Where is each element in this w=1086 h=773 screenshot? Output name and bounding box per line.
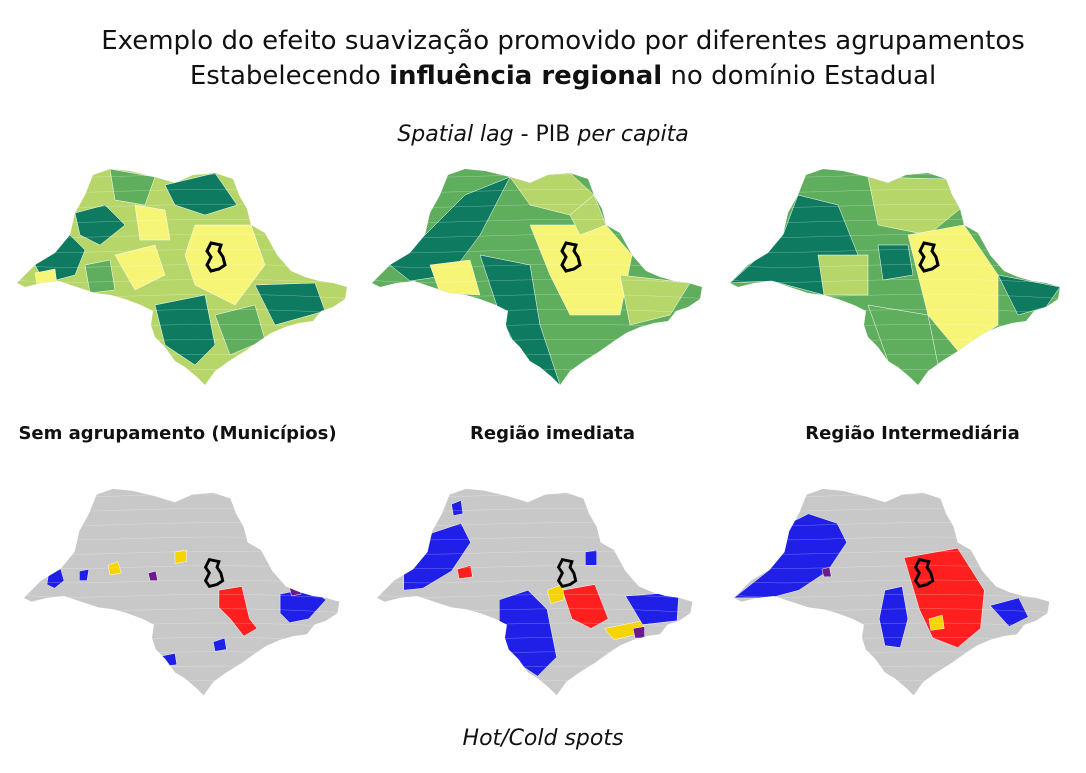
state-area bbox=[23, 488, 340, 696]
hot-spot bbox=[562, 584, 609, 629]
region bbox=[877, 244, 914, 281]
region bbox=[109, 169, 156, 206]
hot-spot bbox=[218, 586, 258, 637]
focus-region-outline bbox=[203, 558, 225, 589]
boundary-line bbox=[376, 594, 693, 600]
region bbox=[114, 244, 166, 291]
region-layer bbox=[730, 174, 1060, 385]
cold-spot bbox=[585, 549, 598, 566]
region bbox=[84, 259, 116, 294]
map-lag-regiao-imediata bbox=[372, 169, 702, 385]
focus-region-outline bbox=[560, 241, 582, 273]
map-hotspots-regiao-imediata bbox=[376, 488, 693, 696]
boundary-line bbox=[730, 279, 1060, 285]
boundary-line bbox=[23, 594, 340, 600]
boundary-line bbox=[372, 174, 702, 180]
map-lag-municipios bbox=[17, 169, 347, 385]
boundary-line bbox=[17, 369, 347, 375]
warm-spot bbox=[928, 614, 945, 631]
cold-spot bbox=[451, 500, 464, 516]
region-layer bbox=[17, 169, 347, 375]
cold-spot bbox=[403, 523, 471, 591]
outlier-spot bbox=[821, 566, 832, 578]
label-regiao-imediata: Região imediata bbox=[470, 423, 635, 444]
boundary-line bbox=[17, 279, 347, 285]
cold-spot bbox=[212, 637, 227, 652]
boundary-line bbox=[17, 174, 347, 180]
boundary-line bbox=[376, 493, 693, 499]
cold-spot bbox=[878, 586, 909, 648]
outlier-spot bbox=[147, 570, 159, 581]
title-emphasis: influência regional bbox=[389, 61, 663, 91]
bottom-row-caption: Hot/Cold spots bbox=[462, 726, 624, 751]
region bbox=[389, 176, 511, 282]
boundary-line bbox=[733, 680, 1050, 686]
hot-spot bbox=[456, 565, 473, 580]
map-lag-regiao-intermediaria bbox=[730, 169, 1060, 385]
title-line-1: Exemplo do efeito suavização promovido p… bbox=[101, 26, 1025, 56]
region bbox=[569, 194, 607, 236]
boundary-line bbox=[730, 369, 1060, 375]
focus-region-outline bbox=[205, 241, 227, 273]
boundary-line bbox=[23, 493, 340, 499]
map-hotspots-regiao-intermediaria bbox=[733, 488, 1050, 696]
region bbox=[74, 204, 126, 246]
cold-spot bbox=[79, 568, 90, 581]
boundary-line bbox=[376, 680, 693, 686]
warm-spot bbox=[546, 584, 565, 604]
cold-spot bbox=[155, 653, 178, 667]
region bbox=[997, 274, 1060, 316]
region bbox=[619, 274, 691, 326]
top-row-subtitle: Spatial lag - PIB per capita bbox=[397, 122, 689, 147]
region bbox=[429, 259, 481, 296]
warm-spot bbox=[107, 561, 122, 576]
warm-spot bbox=[174, 549, 187, 564]
boundary-line bbox=[730, 174, 1060, 180]
boundary-line bbox=[23, 680, 340, 686]
focus-region-outline bbox=[913, 558, 935, 589]
title-line-2: Estabelecendo influência regional no dom… bbox=[189, 61, 937, 91]
focus-region-outline bbox=[918, 241, 940, 273]
boundary-line bbox=[733, 493, 1050, 499]
region bbox=[817, 254, 869, 296]
boundary-line bbox=[372, 369, 702, 375]
cold-spot bbox=[989, 597, 1029, 627]
outlier-spot bbox=[632, 626, 645, 639]
boundary-line bbox=[372, 279, 702, 285]
label-regiao-intermediaria: Região Intermediária bbox=[805, 423, 1020, 444]
outlier-spot bbox=[289, 584, 302, 597]
region bbox=[867, 176, 961, 236]
region bbox=[154, 294, 216, 366]
boundary-line bbox=[733, 594, 1050, 600]
focus-region-outline bbox=[556, 558, 578, 589]
map-hotspots-municipios bbox=[23, 488, 340, 696]
region bbox=[134, 204, 171, 241]
label-municipios: Sem agrupamento (Municípios) bbox=[18, 423, 337, 444]
